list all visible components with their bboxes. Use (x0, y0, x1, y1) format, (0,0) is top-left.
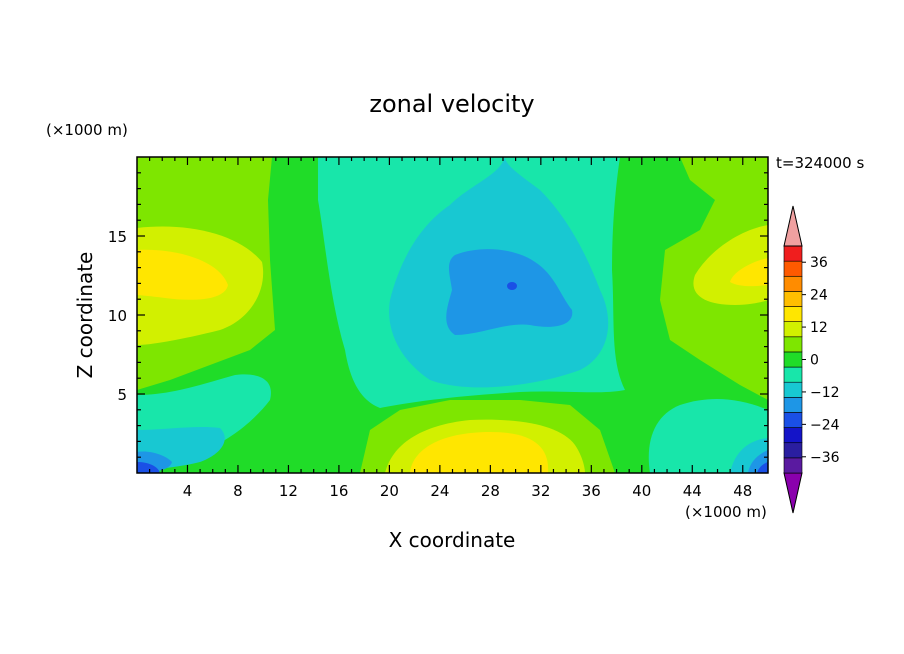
contour-band-12-18-right (730, 258, 768, 287)
colorbar-swatch (783, 442, 803, 459)
x-tick-label: 40 (632, 482, 651, 500)
x-tick-label: 28 (481, 482, 500, 500)
colorbar-high-extend (783, 205, 803, 247)
x-tick-label: 4 (183, 482, 193, 500)
x-tick-label: 48 (733, 482, 752, 500)
colorbar: 36 24 12 0 −12 −24 −36 (783, 205, 840, 514)
y-tick-label: 5 (117, 386, 127, 404)
colorbar-tick-label: −24 (810, 417, 840, 433)
x-tick-label: 24 (430, 482, 449, 500)
y-tick-label: 10 (108, 307, 127, 325)
colorbar-swatch (783, 457, 803, 474)
x-tick-label: 36 (582, 482, 601, 500)
colorbar-swatch (783, 321, 803, 338)
x-tick-label: 44 (683, 482, 702, 500)
contour-band-neg24-neg18-spot (507, 282, 517, 290)
colorbar-tick-label: 24 (810, 288, 828, 304)
colorbar-tick-label: 0 (810, 353, 819, 369)
contour-field (137, 157, 768, 473)
contour-band-neg18-neg12-core (446, 249, 573, 335)
colorbar-swatch (783, 291, 803, 307)
colorbar-swatch (783, 366, 803, 383)
colorbar-swatch (783, 412, 803, 428)
colorbar-swatch (783, 260, 803, 277)
x-tick-label: 32 (531, 482, 550, 500)
y-units-label: (×1000 m) (46, 121, 128, 139)
x-tick-label: 16 (329, 482, 348, 500)
colorbar-swatch (783, 245, 803, 262)
colorbar-tick-label: 36 (810, 255, 828, 271)
y-tick-label: 15 (108, 228, 127, 246)
time-label: t=324000 s (776, 154, 864, 172)
x-tick-label: 8 (233, 482, 243, 500)
y-axis: 5 10 15 (108, 172, 768, 458)
y-axis-label: Z coordinate (73, 252, 97, 379)
contour-band-neg24-neg18-bottom-left (137, 462, 160, 473)
x-tick-label: 12 (279, 482, 298, 500)
colorbar-swatch (783, 351, 803, 368)
contour-band-12-18-left (137, 249, 228, 300)
chart-title: zonal velocity (369, 90, 534, 118)
colorbar-tick-label: −36 (810, 450, 840, 466)
colorbar-swatch (783, 336, 803, 353)
colorbar-swatch (783, 381, 803, 398)
colorbar-tick-label: −12 (810, 385, 840, 401)
x-units-label: (×1000 m) (685, 503, 767, 521)
colorbar-low-extend (783, 472, 803, 514)
x-tick-label: 20 (380, 482, 399, 500)
colorbar-swatch (783, 427, 803, 444)
contour-band-12-18-bottom (410, 432, 549, 473)
colorbar-swatch (783, 275, 803, 292)
x-axis: 4 8 12 16 20 24 28 32 36 40 44 48 (149, 157, 756, 500)
colorbar-swatch (783, 306, 803, 322)
contour-band-neg24-neg18-bottom-right (757, 462, 768, 473)
x-axis-label: X coordinate (389, 528, 516, 552)
colorbar-swatch (783, 397, 803, 413)
colorbar-tick-label: 12 (810, 320, 828, 336)
